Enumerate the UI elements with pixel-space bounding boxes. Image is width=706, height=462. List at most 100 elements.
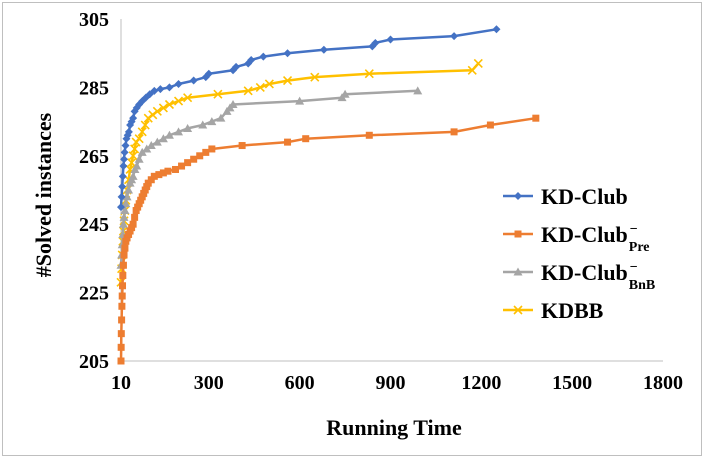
data-point bbox=[146, 141, 156, 150]
data-point bbox=[121, 199, 131, 208]
data-point bbox=[155, 171, 163, 179]
data-point bbox=[120, 148, 129, 157]
data-point bbox=[413, 86, 423, 95]
y-tick-label: 205 bbox=[79, 351, 109, 373]
data-point bbox=[131, 213, 139, 221]
series-kdbb-3 bbox=[116, 58, 483, 287]
legend-label: KD-Club bbox=[541, 184, 628, 209]
legend-label: KDBB bbox=[541, 298, 604, 323]
data-point bbox=[150, 86, 159, 95]
data-point bbox=[117, 330, 125, 338]
y-tick-label: 265 bbox=[79, 146, 109, 168]
x-tick-label: 1200 bbox=[461, 372, 501, 394]
data-point bbox=[152, 137, 162, 146]
data-point bbox=[158, 103, 168, 113]
data-point bbox=[120, 251, 128, 259]
data-point bbox=[196, 152, 204, 160]
data-point bbox=[319, 45, 328, 54]
data-point bbox=[119, 162, 128, 171]
series-kd-club-1 bbox=[117, 114, 540, 365]
x-axis-label: Running Time bbox=[326, 415, 462, 440]
legend-label: KD-Club − Pre bbox=[541, 222, 650, 255]
legend-swatch-marker bbox=[513, 305, 523, 315]
data-point bbox=[119, 282, 127, 290]
data-point bbox=[178, 162, 186, 170]
data-point bbox=[130, 144, 140, 154]
legend-entry: KD-Club bbox=[503, 184, 628, 209]
data-point bbox=[282, 75, 293, 86]
data-point bbox=[255, 82, 265, 92]
series-kd-club-0 bbox=[117, 25, 501, 212]
data-point bbox=[473, 58, 483, 69]
data-point bbox=[152, 106, 162, 116]
data-point bbox=[119, 261, 127, 269]
data-point bbox=[216, 113, 226, 122]
legend-swatch-marker bbox=[513, 267, 523, 276]
data-point bbox=[117, 357, 125, 365]
x-tick-label: 600 bbox=[285, 372, 315, 394]
data-point bbox=[183, 123, 193, 132]
chart-frame: 10 300 600 900 1200 1500 1800 205 225 245 265 285 30… bbox=[2, 2, 702, 456]
series-layer bbox=[116, 25, 540, 365]
data-point bbox=[264, 79, 274, 89]
legend-swatch-marker bbox=[514, 230, 522, 238]
tick-layer: 10 300 600 900 1200 1500 1800 205 225 245 265 285 30… bbox=[79, 9, 683, 394]
data-point bbox=[134, 154, 144, 163]
data-point bbox=[121, 244, 129, 252]
data-point bbox=[121, 141, 130, 150]
data-point bbox=[174, 127, 184, 136]
data-point bbox=[118, 316, 126, 324]
series-line bbox=[119, 116, 536, 362]
legend-entry: KD-Club − Pre bbox=[503, 222, 650, 255]
data-point bbox=[164, 99, 175, 110]
data-point bbox=[207, 117, 217, 126]
data-point bbox=[122, 192, 132, 201]
data-point bbox=[129, 220, 137, 228]
data-point bbox=[284, 138, 292, 146]
data-point bbox=[132, 161, 142, 170]
data-point bbox=[164, 167, 172, 175]
series-line bbox=[119, 89, 418, 266]
data-point bbox=[124, 127, 133, 136]
series-kd-club-2 bbox=[116, 86, 423, 269]
data-point bbox=[118, 172, 127, 181]
data-point bbox=[150, 172, 158, 180]
data-point bbox=[172, 165, 180, 173]
data-point bbox=[174, 79, 183, 88]
data-point bbox=[283, 49, 292, 58]
x-tick-label: 900 bbox=[375, 372, 405, 394]
data-point bbox=[127, 158, 137, 168]
y-tick-label: 245 bbox=[79, 214, 109, 236]
data-point bbox=[486, 121, 494, 129]
data-point bbox=[119, 272, 127, 279]
data-point bbox=[134, 134, 144, 144]
data-point bbox=[164, 130, 174, 139]
data-point bbox=[450, 128, 458, 136]
data-point bbox=[364, 69, 374, 79]
data-point bbox=[310, 72, 320, 82]
data-point bbox=[340, 89, 350, 98]
data-point bbox=[158, 134, 168, 143]
data-point bbox=[183, 93, 193, 103]
data-point bbox=[492, 25, 501, 34]
data-point bbox=[189, 76, 198, 85]
data-point bbox=[159, 169, 167, 177]
data-point bbox=[238, 142, 246, 150]
data-point bbox=[165, 83, 174, 92]
data-point bbox=[302, 135, 310, 143]
data-point bbox=[295, 96, 305, 105]
data-point bbox=[120, 155, 129, 164]
data-point bbox=[118, 182, 127, 191]
data-point bbox=[137, 127, 147, 137]
legend-entry: KDBB bbox=[503, 298, 604, 323]
data-point bbox=[137, 147, 147, 156]
data-point bbox=[208, 145, 216, 153]
data-point bbox=[156, 85, 165, 94]
data-point bbox=[142, 144, 152, 153]
data-point bbox=[120, 206, 130, 215]
data-point bbox=[386, 35, 395, 44]
data-point bbox=[118, 302, 126, 310]
data-point bbox=[371, 38, 380, 47]
legend: KD-Club KD-Club − Pre KD-Club − BnB KDBB bbox=[503, 184, 655, 323]
data-point bbox=[365, 131, 373, 139]
